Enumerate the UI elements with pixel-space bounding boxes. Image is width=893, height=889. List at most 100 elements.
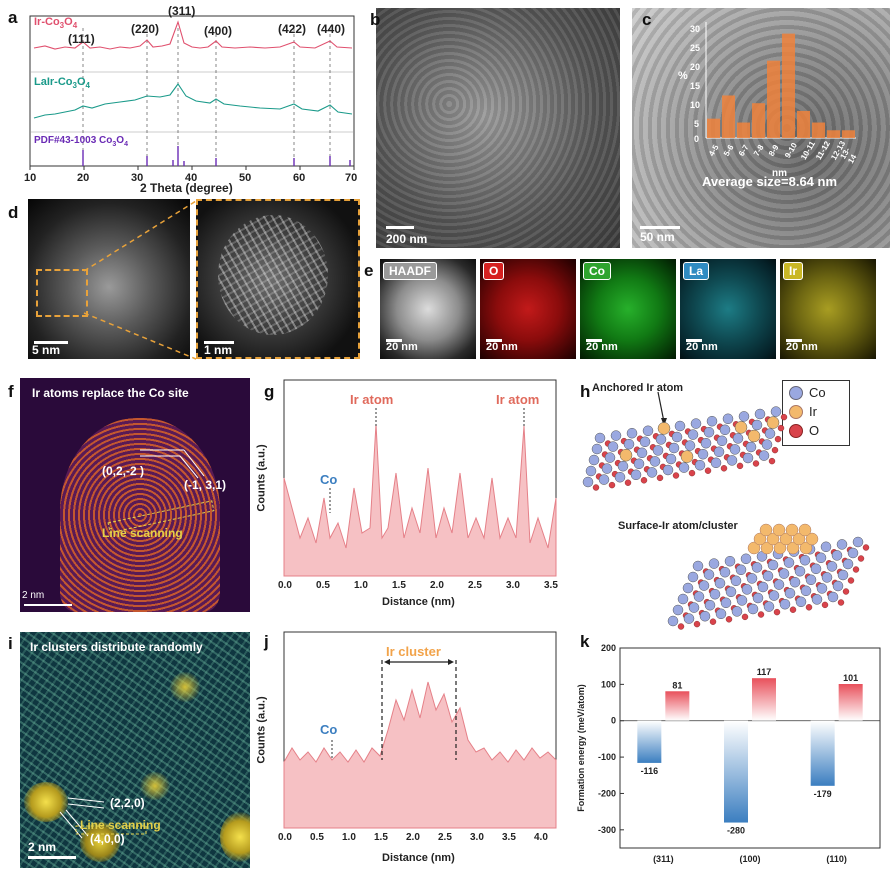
o-atom xyxy=(805,604,813,611)
co-atom xyxy=(795,596,807,608)
co-atom xyxy=(810,563,822,575)
co-atom xyxy=(752,592,764,604)
co-atom xyxy=(683,613,695,624)
map-tag: Ir xyxy=(783,262,804,280)
co-atom xyxy=(784,587,796,599)
o-atom xyxy=(677,623,685,630)
ir-cluster-atom xyxy=(759,523,773,537)
co-atom xyxy=(827,591,839,603)
co-atom xyxy=(674,420,686,432)
x-tick: 60 xyxy=(293,172,306,184)
o-atom xyxy=(693,620,701,628)
co-atom xyxy=(585,465,597,477)
x-tick: 0.5 xyxy=(310,832,324,843)
o-atom xyxy=(704,467,712,474)
ir-cluster-atom xyxy=(798,523,812,537)
inset-x-tick: 7-8 xyxy=(751,143,766,158)
co-atom xyxy=(740,553,752,565)
co-atom xyxy=(630,469,642,481)
x-tick: 3.5 xyxy=(502,832,516,843)
series-label-ref: PDF#43-1003 Co3O4 xyxy=(34,135,128,148)
co-atom xyxy=(726,455,738,466)
inset-x-tick: 11-12 xyxy=(814,139,832,162)
co-atom xyxy=(682,582,694,594)
scale-bar xyxy=(204,341,234,344)
co-atom xyxy=(582,476,594,488)
co-atom xyxy=(667,615,679,627)
co-atom xyxy=(710,457,722,469)
histogram-bar xyxy=(812,122,825,138)
co-atom xyxy=(677,593,689,605)
inset-x-tick: 10-11 xyxy=(799,139,817,162)
co-atom xyxy=(773,579,785,590)
map-tag: Co xyxy=(583,262,611,280)
atomic-models xyxy=(582,391,870,630)
ir-cluster-atom xyxy=(772,523,786,537)
scale-bar xyxy=(386,226,414,229)
inset-x-label: nm xyxy=(772,168,787,179)
co-atom xyxy=(591,443,603,455)
co-label: Co xyxy=(320,472,338,487)
o-atom xyxy=(624,479,632,486)
panel-g-profile: g Co Ir atom Ir atom Counts (a.u.) 0.0 0… xyxy=(255,378,568,616)
o-atom xyxy=(862,544,870,551)
o-atom xyxy=(757,611,765,618)
o-atom xyxy=(640,477,648,484)
co-atom xyxy=(588,454,600,466)
co-atom xyxy=(779,598,791,610)
scale-text: 20 nm xyxy=(486,341,518,353)
co-atom xyxy=(816,583,828,594)
plane-lines xyxy=(59,797,147,839)
co-atom xyxy=(736,595,748,606)
co-atom xyxy=(688,602,700,613)
surface-label: Surface-Ir atom/cluster xyxy=(618,520,738,532)
o-atom xyxy=(725,616,733,623)
o-atom xyxy=(752,460,760,467)
co-atom xyxy=(665,453,677,465)
co-atom xyxy=(724,555,736,567)
scale-text: 50 nm xyxy=(640,230,675,244)
co-atom xyxy=(757,581,769,593)
scale-text: 1 nm xyxy=(204,343,233,357)
scale-bar xyxy=(686,339,702,342)
x-category-label: (100) xyxy=(739,854,760,864)
panel-label: d xyxy=(8,203,19,222)
y-tick: -100 xyxy=(598,752,616,762)
o-atom xyxy=(857,555,865,562)
legend-item: Co xyxy=(789,385,826,400)
co-atom xyxy=(700,437,712,449)
sem-image: 200 nm xyxy=(376,8,620,248)
image-title: Ir clusters distribute randomly xyxy=(30,640,203,654)
scale-text: 2 nm xyxy=(28,840,57,854)
y-tick: 100 xyxy=(601,679,616,689)
panel-e-eds: e HAADF 20 nm O 20 nm Co 20 nm La 20 nm … xyxy=(364,255,893,365)
ir-cluster-atom xyxy=(747,541,761,555)
x-tick: 70 xyxy=(345,172,358,184)
data-label: 101 xyxy=(843,673,858,683)
anchored-label: Anchored Ir atom xyxy=(592,382,684,394)
panel-b-sem: b 200 nm xyxy=(368,0,626,250)
co-atom xyxy=(719,424,731,436)
o-atom xyxy=(608,481,616,489)
y-tick: 0 xyxy=(611,716,616,726)
ir-cluster-atom xyxy=(760,541,774,555)
o-atom xyxy=(774,435,782,443)
peak-label: (111) xyxy=(68,32,95,46)
co-atom xyxy=(770,406,782,417)
y-axis-label: Counts (a.u.) xyxy=(255,444,268,512)
xrd-plot xyxy=(29,15,355,170)
co-atom xyxy=(799,554,811,566)
x-axis-label: 2 Theta (degree) xyxy=(140,181,233,195)
o-atom xyxy=(768,457,776,465)
panel-label: g xyxy=(264,382,275,401)
co-atom xyxy=(687,429,699,440)
inset-y-tick: 30 xyxy=(690,24,701,34)
co-atom xyxy=(763,601,775,612)
o-atom xyxy=(592,484,600,491)
scale-bar xyxy=(28,856,76,859)
series-label-top: Ir-Co3O4 xyxy=(34,16,78,31)
co-atom xyxy=(713,446,725,458)
scale-text: 20 nm xyxy=(386,341,418,353)
x-tick: 2.0 xyxy=(430,580,444,591)
ir-atom xyxy=(734,421,748,434)
